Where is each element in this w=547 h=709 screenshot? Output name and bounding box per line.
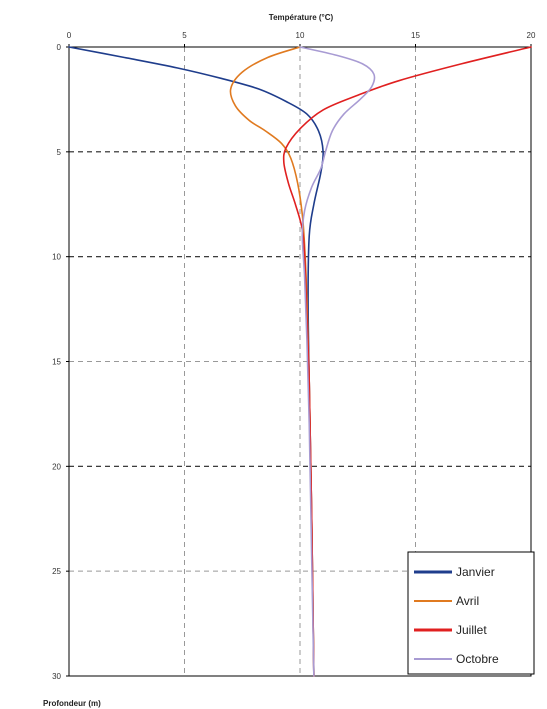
legend: Janvier Avril Juillet Octobre (407, 551, 535, 675)
x-tick-label-20: 20 (527, 31, 536, 40)
y-tick-label-20: 20 (52, 462, 61, 471)
y-tick-label-15: 15 (52, 358, 61, 367)
series-lines (68, 46, 532, 677)
legend-label-octobre: Octobre (456, 652, 499, 666)
x-tick-label-15: 15 (411, 31, 420, 40)
legend-label-avril: Avril (456, 594, 479, 608)
x-tick-label-10: 10 (296, 31, 305, 40)
y-tick-label-30: 30 (52, 672, 61, 681)
y-tick-label-0: 0 (57, 43, 62, 52)
y-tick-label-25: 25 (52, 567, 61, 576)
series-line-juillet (282, 46, 532, 677)
y-tick-label-5: 5 (57, 148, 62, 157)
y-axis-title: Profondeur (m) (43, 699, 101, 708)
legend-label-juillet: Juillet (456, 623, 487, 637)
legend-label-janvier: Janvier (456, 565, 495, 579)
x-axis-title: Température (°C) (269, 13, 334, 22)
y-tick-label-10: 10 (52, 253, 61, 262)
x-tick-labels: 0 5 10 15 20 (67, 31, 536, 40)
x-tick-label-0: 0 (67, 31, 72, 40)
x-tick-label-5: 5 (182, 31, 187, 40)
series-line-octobre (299, 46, 376, 677)
y-tick-labels: 0 5 10 15 20 25 30 (52, 43, 61, 681)
